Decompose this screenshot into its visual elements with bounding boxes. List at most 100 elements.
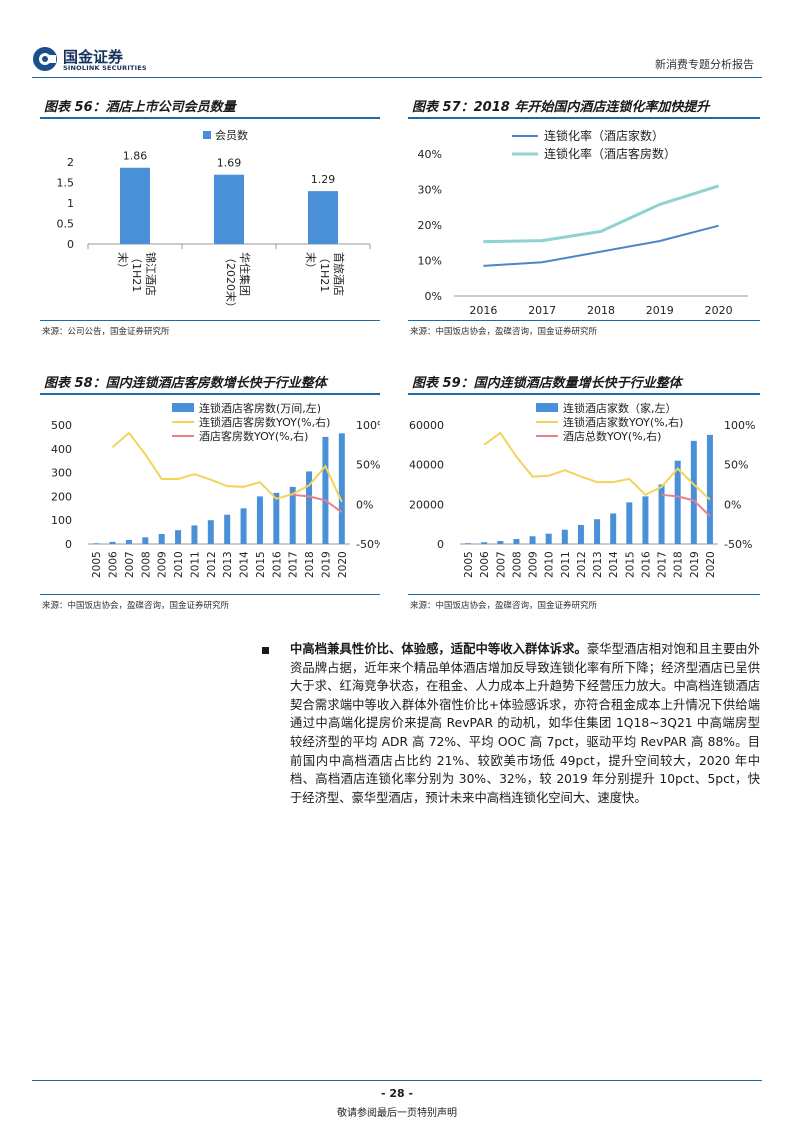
x-tick-label-13: 2018	[673, 551, 685, 578]
y-left-tick-label-0: 0	[437, 538, 444, 551]
legend-label-1: 连锁酒店客房数YOY(%,右)	[199, 415, 330, 429]
x-tick-label-4: 2020	[705, 304, 733, 317]
y-tick-label-4: 2	[67, 156, 74, 169]
fig58-source: 来源：中国饭店协会，盈碟咨询，国金证券研究所	[42, 601, 230, 611]
page-number: - 28 -	[380, 1087, 414, 1100]
fig59-title: 图表 59：国内连锁酒店数量增长快于行业整体	[412, 376, 682, 391]
fig59-source: 来源：中国饭店协会，盈碟咨询，国金证券研究所	[410, 601, 598, 611]
x-tick-label-15: 2020	[337, 551, 349, 578]
bar-7	[577, 524, 584, 544]
y-right-tick-label-0: -50%	[356, 538, 380, 551]
series-line-2	[661, 493, 711, 517]
x-tick-label-4: 2009	[157, 551, 169, 578]
legend-label-2: 酒店客房数YOY(%,右)	[199, 429, 308, 443]
legend-swatch-0	[536, 403, 558, 412]
bar-0	[465, 543, 472, 544]
y-tick-label-3: 1.5	[57, 177, 75, 190]
y-tick-label-4: 40%	[418, 148, 442, 161]
y-left-tick-label-5: 500	[51, 419, 72, 432]
y-right-tick-label-0: -50%	[724, 538, 752, 551]
bar-3	[513, 539, 520, 544]
bar-1	[214, 174, 244, 244]
bar-14	[322, 436, 329, 544]
x-tick-label-12: 2017	[288, 551, 300, 578]
bar-11	[273, 492, 280, 544]
bar-15	[338, 433, 345, 544]
bar-5	[175, 530, 182, 544]
report-type-label: 新消费专题分析报告	[655, 58, 754, 71]
bar-data-label-2: 1.29	[311, 173, 336, 186]
legend-label-1: 连锁化率（酒店客房数）	[544, 146, 676, 161]
x-tick-label-0: 2016	[469, 304, 497, 317]
fig59-chart: 0 20000 40000 60000 -50% 0% 50% 100% 2005 2006 200…	[409, 401, 755, 578]
legend-swatch-0	[203, 131, 211, 139]
x-category-label-0-2: 末）	[116, 252, 130, 274]
bar-4	[158, 534, 165, 544]
header-divider	[32, 77, 762, 78]
x-category-label-2-0: 首旅酒店	[332, 252, 346, 296]
series-line-0	[483, 224, 719, 267]
y-right-tick-label-1: 0%	[724, 498, 741, 511]
bar-2	[497, 541, 504, 544]
x-tick-label-5: 2010	[173, 551, 185, 578]
x-tick-label-6: 2011	[560, 551, 572, 578]
bar-1	[481, 542, 488, 544]
fig56-title-rule	[40, 117, 380, 119]
y-left-tick-label-2: 40000	[409, 459, 444, 472]
fig57-title: 图表 57：2018 年开始国内酒店连锁化率加快提升	[412, 100, 710, 115]
fig56-chart: 00.511.52 1.86锦江酒店（1H21末）1.69华住集团（2020末）1…	[57, 129, 371, 313]
legend-label-0: 连锁酒店客房数(万间,左)	[199, 401, 321, 415]
logo-chinese-name: 国金证券	[63, 48, 124, 66]
bar-4	[529, 536, 536, 544]
x-category-label-1-0: 华住集团	[238, 252, 252, 296]
x-tick-label-0: 2005	[91, 551, 103, 578]
x-tick-label-3: 2008	[511, 551, 523, 578]
fig57-title-rule	[408, 117, 760, 119]
legend-label-0: 会员数	[215, 129, 248, 142]
y-left-tick-label-4: 400	[51, 443, 72, 456]
bar-0	[93, 543, 100, 544]
fig56-source: 来源：公司公告，国金证券研究所	[42, 327, 170, 337]
legend-label-0: 连锁酒店家数（家,左）	[563, 401, 677, 415]
bar-6	[191, 525, 198, 544]
x-tick-label-7: 2012	[206, 551, 218, 578]
x-tick-label-7: 2012	[576, 551, 588, 578]
y-right-tick-label-2: 50%	[356, 459, 380, 472]
x-tick-label-11: 2016	[271, 551, 283, 578]
x-category-label-2-2: 末）	[304, 252, 318, 274]
y-left-tick-label-3: 60000	[409, 419, 444, 432]
y-tick-label-2: 1	[67, 197, 74, 210]
bar-9	[240, 508, 247, 544]
y-left-tick-label-1: 20000	[409, 498, 444, 511]
y-tick-label-1: 0.5	[57, 218, 75, 231]
series-line-1	[111, 431, 343, 503]
sinolink-logo-icon	[33, 47, 57, 71]
y-tick-label-0: 0%	[425, 290, 442, 303]
y-left-tick-label-1: 100	[51, 514, 72, 527]
y-right-tick-label-3: 100%	[724, 419, 755, 432]
bar-9	[610, 513, 617, 544]
bar-data-label-1: 1.69	[217, 157, 242, 170]
fig58-chart: 0 100 200 300 400 500 -50% 0% 50% 100% 2005 2006 200…	[51, 401, 380, 578]
bar-2	[125, 539, 132, 544]
bar-13	[306, 471, 313, 544]
fig59-bottom-rule	[408, 594, 760, 595]
x-tick-label-1: 2006	[108, 551, 120, 578]
bar-3	[142, 537, 149, 544]
bar-data-label-0: 1.86	[123, 150, 148, 163]
x-tick-label-6: 2011	[189, 551, 201, 578]
x-category-label-2-1: （1H21	[318, 252, 331, 292]
y-right-tick-label-1: 0%	[356, 498, 373, 511]
paragraph-bullet	[262, 647, 269, 654]
bar-10	[256, 496, 263, 544]
x-tick-label-0: 2005	[463, 551, 475, 578]
fig57-source: 来源：中国饭店协会，盈碟咨询，国金证券研究所	[410, 327, 598, 337]
fig57-bottom-rule	[408, 320, 760, 321]
fig58-title-rule	[40, 393, 380, 395]
x-tick-label-5: 2010	[544, 551, 556, 578]
x-tick-label-14: 2019	[689, 551, 701, 578]
y-tick-label-2: 20%	[418, 219, 442, 232]
x-tick-label-3: 2019	[646, 304, 674, 317]
bar-11	[642, 496, 649, 544]
y-tick-label-3: 30%	[418, 184, 442, 197]
